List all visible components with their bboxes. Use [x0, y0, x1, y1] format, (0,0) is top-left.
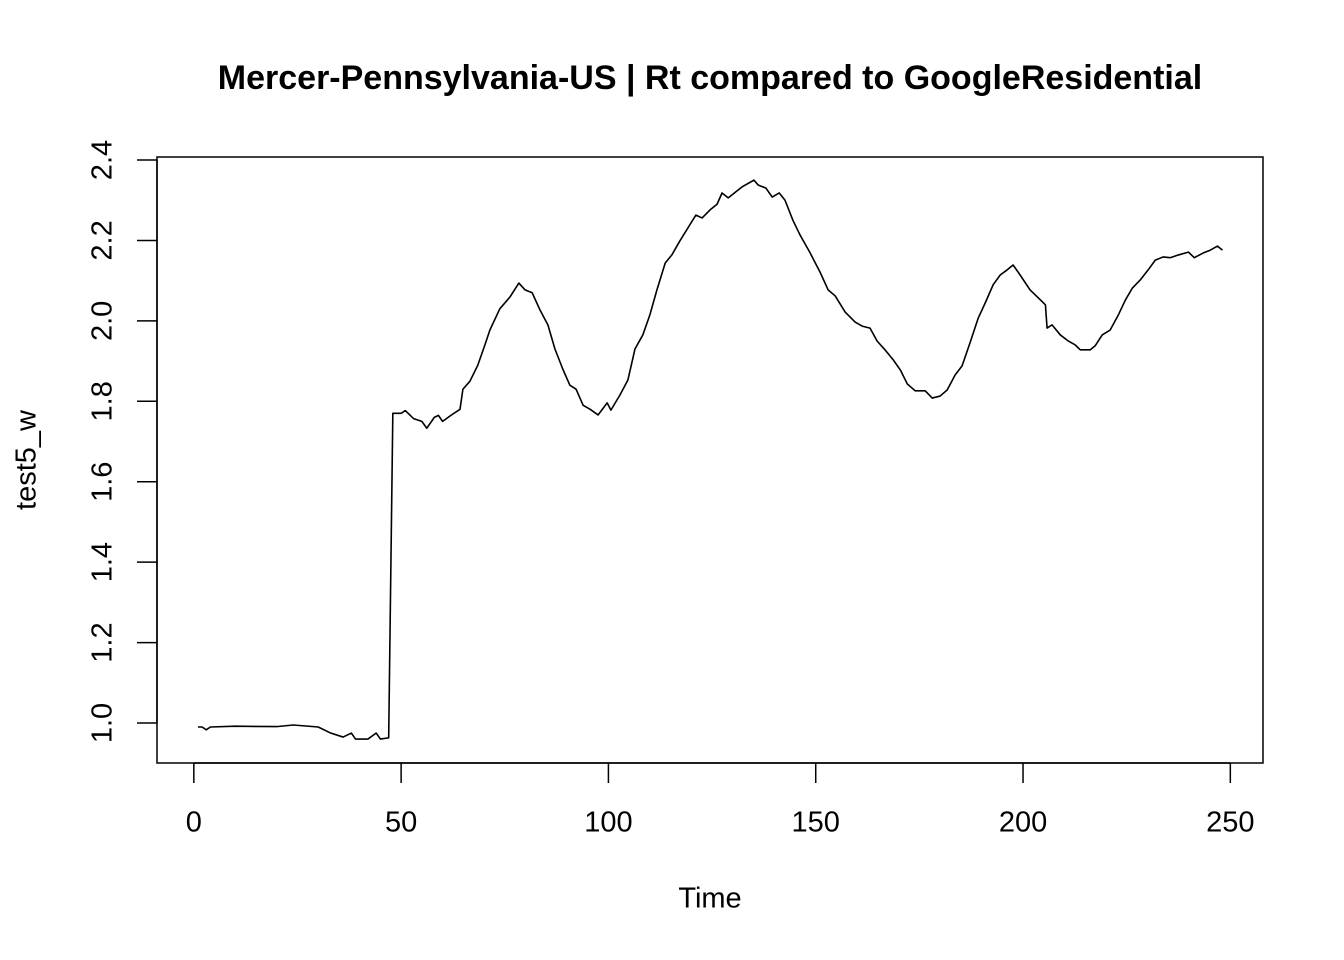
y-tick-label: 1.6: [87, 462, 119, 502]
x-tick-label: 150: [792, 807, 840, 839]
x-tick-label: 250: [1206, 807, 1254, 839]
x-tick-label: 100: [584, 807, 632, 839]
y-tick-label: 1.2: [87, 622, 119, 662]
chart-title: Mercer-Pennsylvania-US | Rt compared to …: [218, 59, 1202, 97]
x-axis-label: Time: [678, 883, 741, 915]
data-line: [197, 179, 1223, 740]
y-tick-label: 2.4: [87, 140, 119, 180]
x-tick-label: 0: [186, 807, 202, 839]
y-tick-label: 2.2: [87, 220, 119, 260]
y-axis-label: test5_w: [11, 409, 43, 510]
x-tick-label: 200: [999, 807, 1047, 839]
y-tick-label: 1.0: [87, 703, 119, 743]
y-tick-label: 2.0: [87, 301, 119, 341]
y-tick-label: 1.8: [87, 381, 119, 421]
x-tick-label: 50: [385, 807, 417, 839]
plot-box: [156, 156, 1264, 764]
y-tick-label: 1.4: [87, 542, 119, 582]
